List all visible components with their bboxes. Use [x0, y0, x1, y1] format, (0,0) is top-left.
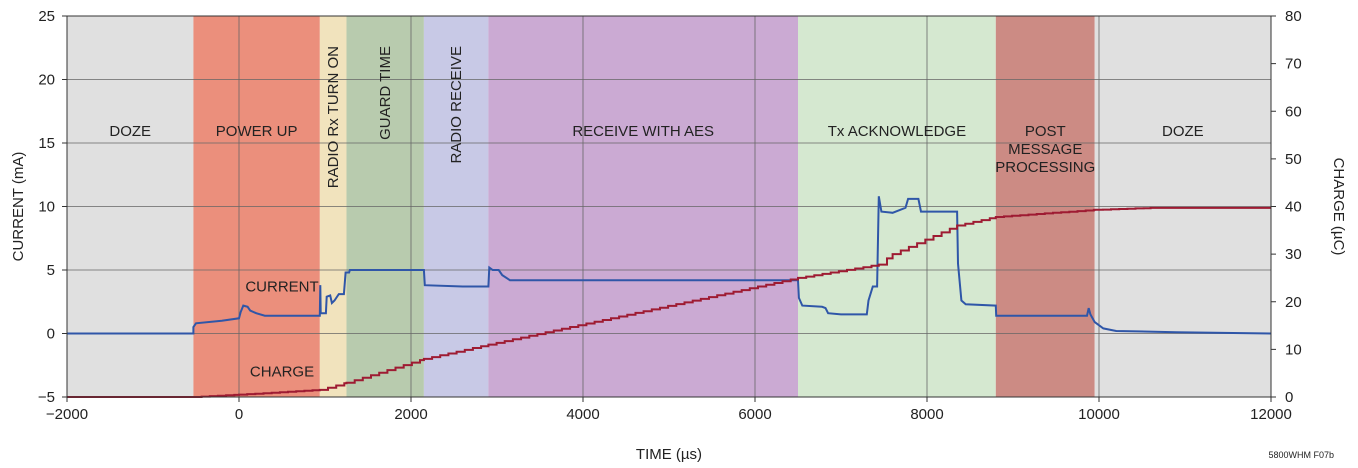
- data-series: [67, 196, 1272, 398]
- y-right-tick-label: 20: [1285, 294, 1302, 311]
- y-right-tick-label: 0: [1285, 389, 1293, 406]
- y-right-tick-label: 70: [1285, 56, 1302, 73]
- y-left-tick-label: 20: [38, 72, 55, 89]
- phase-label: PROCESSING: [995, 159, 1095, 176]
- phase-label: RADIO RECEIVE: [448, 46, 465, 164]
- x-axis-label: TIME (µs): [636, 446, 702, 463]
- x-tick-label: 4000: [566, 406, 599, 423]
- y-right-tick-label: 60: [1285, 103, 1302, 120]
- x-tick-label: 6000: [738, 406, 771, 423]
- x-tick-label: 0: [235, 406, 243, 423]
- series-line-charge: [67, 206, 1271, 398]
- phase-label: Tx ACKNOWLEDGE: [828, 123, 966, 140]
- y-axis-left-label: CURRENT (mA): [10, 152, 27, 262]
- phase-label: POWER UP: [216, 123, 298, 140]
- phase-label: MESSAGE: [1008, 141, 1082, 158]
- phase-label: DOZE: [109, 123, 151, 140]
- x-tick-label: 2000: [394, 406, 427, 423]
- y-left-tick-label: 25: [38, 8, 55, 25]
- x-tick-label: 10000: [1078, 406, 1120, 423]
- phase-label: DOZE: [1162, 123, 1204, 140]
- y-right-tick-label: 10: [1285, 341, 1302, 358]
- y-right-tick-label: 80: [1285, 8, 1302, 25]
- phase-label: RECEIVE WITH AES: [572, 123, 714, 140]
- phase-labels: DOZE POWER UP RADIO Rx TURN ON GUARD TIME RA…: [109, 46, 1203, 188]
- y-left-tick-label: 5: [47, 262, 55, 279]
- y-left-tick-label: 10: [38, 199, 55, 216]
- y-axis-right-label: CHARGE (µC): [1330, 158, 1347, 256]
- y-left-tick-label: 15: [38, 135, 55, 152]
- y-right-tick-label: 30: [1285, 246, 1302, 263]
- y-left-tick-label: −5: [38, 389, 55, 406]
- y-left-tick-label: 0: [47, 326, 55, 343]
- y-right-tick-label: 50: [1285, 151, 1302, 168]
- x-tick-label: −2000: [46, 406, 88, 423]
- y-right-tick-label: 40: [1285, 199, 1302, 216]
- phase-label: GUARD TIME: [377, 46, 394, 140]
- x-tick-label: 8000: [910, 406, 943, 423]
- figure-id: 5800WHM F07b: [1268, 450, 1334, 460]
- grid-lines: [67, 16, 1271, 397]
- x-tick-label: 12000: [1250, 406, 1292, 423]
- annotation-current: CURRENT: [245, 279, 318, 296]
- phase-label: POST: [1025, 123, 1066, 140]
- series-annotations: CURRENT CHARGE: [245, 279, 318, 381]
- series-line-current: [67, 196, 1272, 335]
- phase-label: RADIO Rx TURN ON: [325, 46, 342, 188]
- annotation-charge: CHARGE: [250, 364, 314, 381]
- axis-ticks: −2000 0 2000 4000 6000 8000 10000 12000 −5 0 5 10 15…: [38, 8, 1302, 423]
